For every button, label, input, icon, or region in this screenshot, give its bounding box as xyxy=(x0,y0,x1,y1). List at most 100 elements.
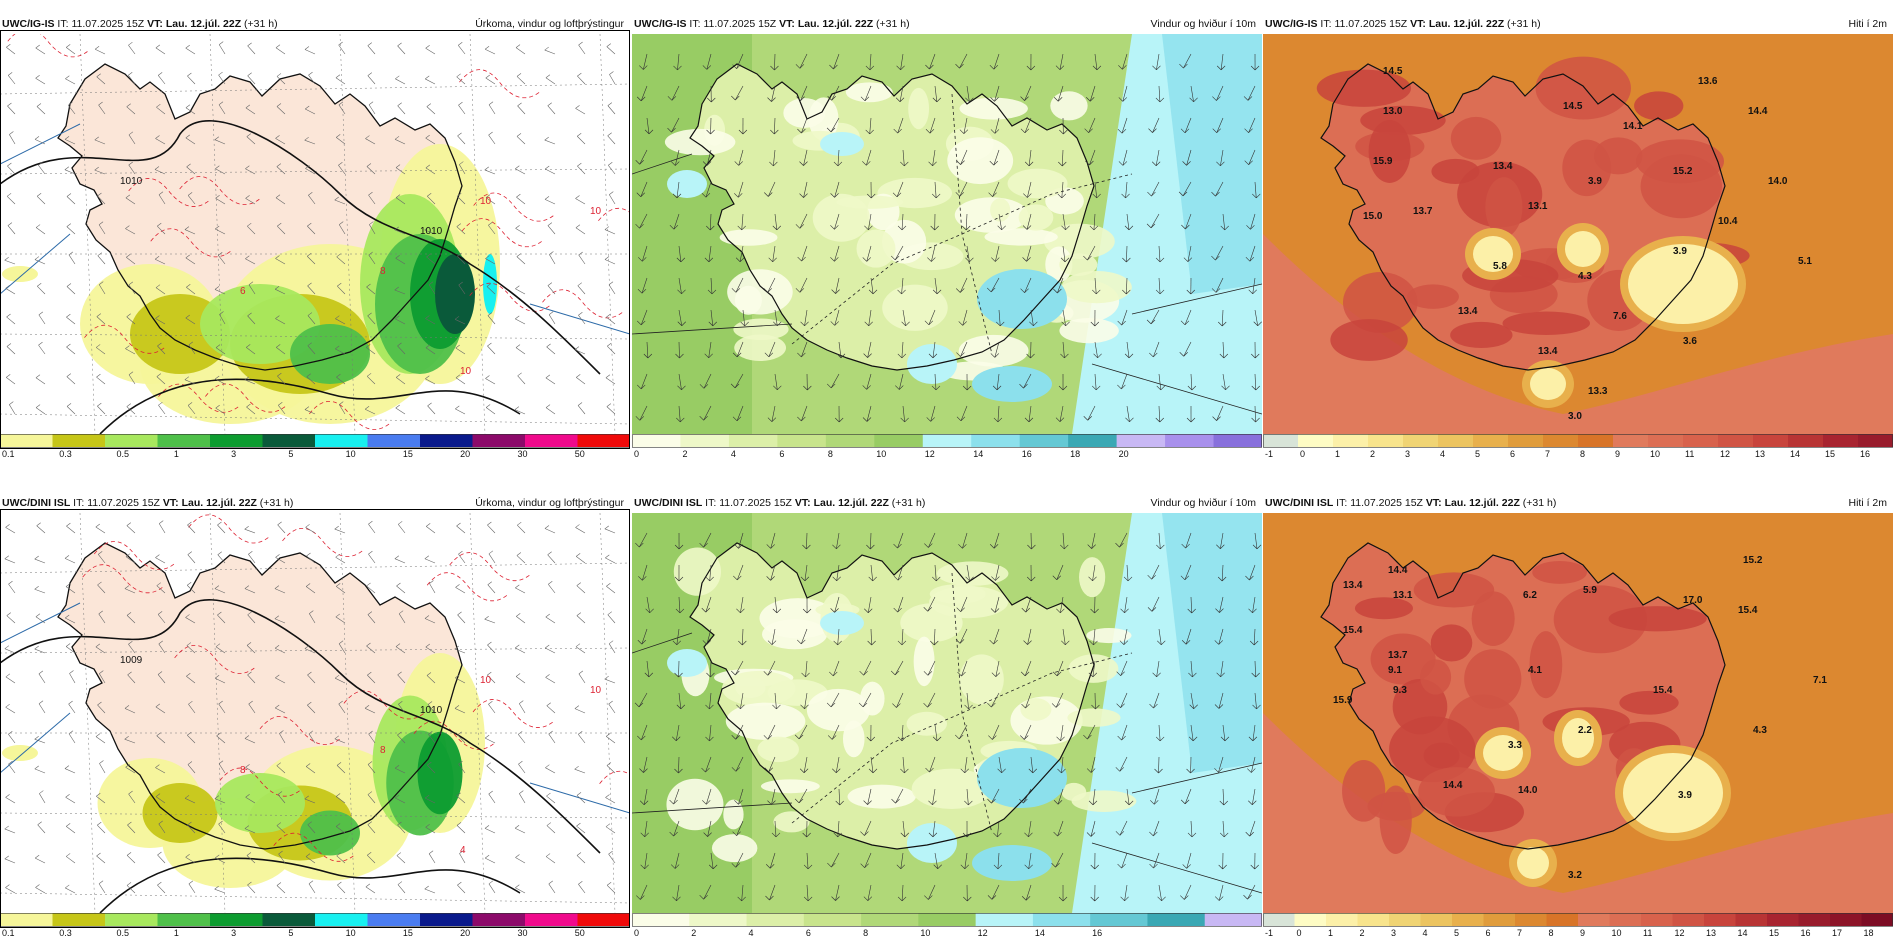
temperature-label: 15.2 xyxy=(1673,166,1693,177)
temperature-label: 13.7 xyxy=(1388,650,1408,661)
colorbar-tick-label: 3 xyxy=(1391,928,1396,938)
contour-label: 4 xyxy=(460,845,466,856)
colorbar-tick-label: 5 xyxy=(1454,928,1459,938)
temperature-label: 3.3 xyxy=(1508,740,1522,751)
contour-label: 1010 xyxy=(420,226,443,237)
colorbar-swatch xyxy=(689,913,748,926)
colorbar-swatch xyxy=(577,913,630,926)
temperature-label: 5.8 xyxy=(1493,261,1507,272)
it-label: IT: xyxy=(57,18,69,30)
temperature-label: 7.6 xyxy=(1613,311,1627,322)
colorbar-swatch xyxy=(632,434,681,447)
colorbar-swatch xyxy=(777,434,827,447)
colorbar-tick-label: 0 xyxy=(634,449,639,459)
colorbar-swatch xyxy=(1326,913,1358,926)
colorbar-tick-label: 1 xyxy=(174,928,179,938)
colorbar-tick-label: 0.1 xyxy=(2,449,15,459)
colorbar-tick-label: 16 xyxy=(1801,928,1811,938)
colorbar-swatch xyxy=(525,913,578,926)
panel-temp-dini: UWC/DINI ISL IT: 11.07.2025 15Z VT: Lau.… xyxy=(1263,493,1893,938)
colorbar-tick-label: 13 xyxy=(1755,449,1765,459)
colorbar-swatch xyxy=(1543,434,1579,447)
colorbar-swatch xyxy=(420,913,473,926)
temperature-label: 13.4 xyxy=(1458,306,1478,317)
contour-label: 8 xyxy=(380,266,386,277)
colorbar-swatch xyxy=(1609,913,1642,926)
temperature-label: 3.9 xyxy=(1588,176,1602,187)
colorbar-tick-label: 8 xyxy=(863,928,868,938)
temperature-label: 14.5 xyxy=(1383,66,1403,77)
colorbar-tick-label: 4 xyxy=(1440,449,1445,459)
colorbar-swatch xyxy=(1613,434,1649,447)
temperature-label: 17.0 xyxy=(1683,595,1703,606)
colorbar-swatch xyxy=(577,434,630,447)
temperature-label: 13.7 xyxy=(1413,206,1433,217)
colorbar-swatch xyxy=(1032,913,1091,926)
colorbar-tick-label: 14 xyxy=(973,449,983,459)
model-name: UWC/IG-IS xyxy=(2,18,55,30)
colorbar-tick-label: -1 xyxy=(1265,449,1273,459)
contour-label: 8 xyxy=(380,745,386,756)
it-value: 11.07.2025 15Z xyxy=(1350,497,1423,509)
colorbar-tick-label: 15 xyxy=(1825,449,1835,459)
colorbar-swatch xyxy=(0,434,53,447)
colorbar-tick-label: 0.1 xyxy=(2,928,15,938)
run-info: UWC/IG-IS IT: 11.07.2025 15Z VT: Lau. 12… xyxy=(1265,14,1541,34)
colorbar-swatch xyxy=(1683,434,1719,447)
colorbar: 0.1 0.3 0.5 1 3 5 10 15 20 30 50 xyxy=(0,913,630,938)
lead-time: (+31 h) xyxy=(891,497,926,509)
colorbar: 0 2 4 6 8 10 12 14 16 xyxy=(632,913,1262,938)
vt-label: VT: xyxy=(162,497,179,509)
colorbar-tick-label: 4 xyxy=(731,449,736,459)
colorbar-tick-label: 14 xyxy=(1790,449,1800,459)
model-name: UWC/IG-IS xyxy=(634,18,687,30)
colorbar-swatch xyxy=(1213,434,1262,447)
model-name: UWC/DINI ISL xyxy=(1265,497,1334,509)
vt-value: Lau. 12.júl. 22Z xyxy=(813,497,889,509)
temperature-label: 3.9 xyxy=(1673,246,1687,257)
colorbar-tick-label: 0.3 xyxy=(59,449,72,459)
temperature-label: 4.3 xyxy=(1578,271,1592,282)
temperature-label: 10.4 xyxy=(1718,216,1738,227)
colorbar-swatch xyxy=(1420,913,1453,926)
panel-wind-dini: UWC/DINI ISL IT: 11.07.2025 15Z VT: Lau.… xyxy=(632,493,1262,938)
colorbar-swatch xyxy=(1546,913,1579,926)
colorbar-swatch xyxy=(861,913,919,926)
colorbar-tick-label: 16 xyxy=(1092,928,1102,938)
colorbar-swatch xyxy=(1298,434,1334,447)
colorbar-swatch xyxy=(1483,913,1516,926)
colorbar-tick-label: 18 xyxy=(1070,449,1080,459)
colorbar-tick-label: 20 xyxy=(460,449,470,459)
run-info: UWC/IG-IS IT: 11.07.2025 15Z VT: Lau. 12… xyxy=(634,14,910,34)
colorbar-tick-label: 0.5 xyxy=(117,928,130,938)
colorbar-tick-label: 10 xyxy=(876,449,886,459)
contour-label: 6 xyxy=(240,286,246,297)
panel-title: Hiti í 2m xyxy=(1848,497,1887,509)
contour-label: 1010 xyxy=(120,176,143,187)
contour-label: 10 xyxy=(590,206,602,217)
vt-value: Lau. 12.júl. 22Z xyxy=(165,18,242,30)
colorbar-tick-label: 10 xyxy=(920,928,930,938)
temperature-label: 7.1 xyxy=(1813,675,1827,686)
panel-header: UWC/IG-IS IT: 11.07.2025 15Z VT: Lau. 12… xyxy=(632,14,1262,34)
colorbar-swatch xyxy=(1515,913,1547,926)
colorbar-swatch xyxy=(1578,913,1610,926)
temperature-label: 13.0 xyxy=(1383,106,1403,117)
temperature-label: 9.3 xyxy=(1393,685,1407,696)
colorbar-tick-label: 8 xyxy=(1580,449,1585,459)
colorbar-tick-label: 5 xyxy=(1475,449,1480,459)
colorbar-swatch xyxy=(874,434,924,447)
colorbar-swatch xyxy=(1452,913,1484,926)
colorbar-swatch xyxy=(975,913,1034,926)
colorbar-swatch xyxy=(746,913,805,926)
colorbar-tick-label: 12 xyxy=(925,449,935,459)
temperature-label: 15.9 xyxy=(1373,156,1393,167)
wind-map xyxy=(632,513,1262,913)
colorbar-swatch xyxy=(105,434,158,447)
colorbar-swatch xyxy=(0,913,53,926)
colorbar-tick-label: 0 xyxy=(634,928,639,938)
contour-label: 1010 xyxy=(420,705,443,716)
colorbar-swatch xyxy=(52,913,106,926)
colorbar-swatch xyxy=(262,913,316,926)
